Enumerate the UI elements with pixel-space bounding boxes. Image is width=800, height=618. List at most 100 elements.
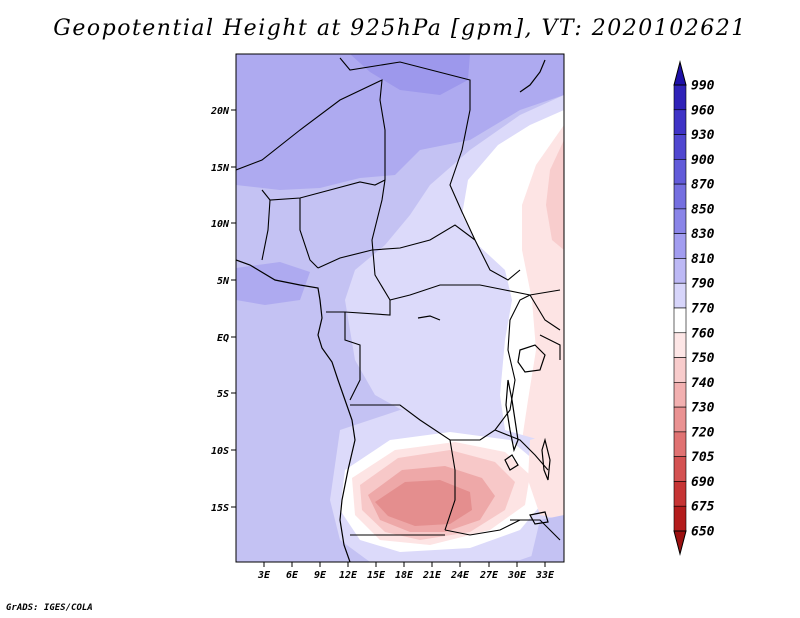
border-segment [236,79,386,180]
colorbar-segment [673,258,687,284]
lake-outline [529,511,549,525]
colorbar-top-triangle [673,60,687,86]
colorbar-label: 690 [691,475,715,490]
lat-axis [231,109,236,508]
lat-label-20n: 20N [210,106,230,117]
border-segment [444,439,456,531]
lat-label-10s: 10S [211,446,229,457]
border-segment [539,334,561,360]
colorbar-segment [673,84,687,111]
colorbar-segments [673,84,687,532]
border-segment [344,300,391,316]
map-title: Geopotential Height at 925hPa [gpm], VT:… [53,16,747,41]
lake-malawi-outline [541,437,551,481]
lake-victoria-outline [517,344,546,373]
border-segment [326,311,361,401]
lon-label-12e: 12E [339,570,358,581]
colorbar-label: 675 [691,500,715,515]
colorbar-segment [673,431,687,457]
colorbar-segment [673,382,687,408]
colorbar-segment [673,134,687,160]
lon-label-6e: 6E [286,570,299,581]
colorbar-bottom-triangle [673,530,687,556]
colorbar-label: 990 [691,79,715,94]
border-segment [261,199,271,261]
colorbar-segment [673,159,687,185]
colorbar-label: 740 [691,376,715,391]
colorbar-segment [673,406,687,433]
border-segment [510,519,561,541]
border-segment [371,179,391,301]
colorbar-segment [673,282,687,309]
field-band-740-east [546,140,564,250]
lon-label-33e: 33E [535,570,555,581]
colorbar-label: 650 [691,525,715,540]
field-band-830-north [350,54,470,95]
lat-label-15n: 15N [211,163,230,174]
colorbar-label: 770 [691,302,715,317]
lon-label-3e: 3E [257,570,271,581]
colorbar-segment [673,357,687,383]
lon-axis [263,562,546,567]
field-band-810-gulf [236,262,310,305]
colorbar-segment [673,456,687,482]
colorbar-segment [673,332,687,358]
border-segment [317,224,476,269]
colorbar-label: 730 [691,401,715,416]
border-segment [494,294,531,431]
field-band-790-southeast-corner [530,515,564,562]
colorbar-label: 705 [691,450,715,465]
field-band-720-south [375,480,472,526]
coast-west-africa [236,259,356,562]
lon-label-30e: 30E [507,570,527,581]
colorbar-label: 900 [691,153,715,168]
border-segment [339,57,471,151]
lon-label-18e: 18E [395,570,414,581]
colorbar-segment [673,505,687,532]
lake-outline [504,454,519,471]
colorbar-label: 930 [691,128,715,143]
lon-label-27e: 27E [479,570,499,581]
colorbar-segment [673,307,687,334]
border-segment [350,404,496,441]
colorbar-label: 790 [691,277,715,292]
border-segment [494,429,549,471]
lat-label-15s: 15S [211,503,229,514]
colorbar-segment [673,481,687,507]
lat-label-10n: 10N [211,219,230,230]
lon-label-15e: 15E [367,570,386,581]
lat-label-eq: EQ [217,333,229,344]
colorbar-label: 830 [691,227,715,242]
border-segment [444,519,521,536]
border-segment [299,198,319,269]
colorbar-labels: 990 960 930 900 870 850 830 810 790 770 760 750 740 7… [691,79,715,540]
colorbar-label: 870 [691,178,715,193]
colorbar-label: 750 [691,351,715,366]
geopotential-field [236,54,564,562]
lon-labels: 3E 6E 9E 12E 15E 18E 21E 24E 27E 30E 33E [257,570,555,581]
field-band-810-north [236,54,564,190]
lake-tanganyika-outline [505,379,519,453]
lat-label-5s: 5S [217,389,229,400]
colorbar: 990 960 930 900 870 850 830 810 790 770 760 750 740 7… [673,60,715,556]
colorbar-segment [673,208,687,234]
lat-labels: 20N 15N 10N 5N EQ 5S 10S 15S [210,106,230,514]
colorbar-segment [673,183,687,210]
plot-frame [235,53,565,563]
lat-label-5n: 5N [217,276,230,287]
coastline [236,59,551,562]
grads-credit: GrADS: IGES/COLA [6,603,93,613]
colorbar-label: 760 [691,326,715,341]
lon-label-21e: 21E [422,570,442,581]
colorbar-label: 960 [691,103,715,118]
border-segment [529,294,561,331]
colorbar-label: 810 [691,252,715,267]
country-borders [236,57,561,541]
colorbar-label: 850 [691,202,715,217]
colorbar-segment [673,233,687,259]
lake-outline [417,315,441,321]
colorbar-label: 720 [691,425,715,440]
lon-label-9e: 9E [314,570,327,581]
coast-east-africa [519,59,546,93]
